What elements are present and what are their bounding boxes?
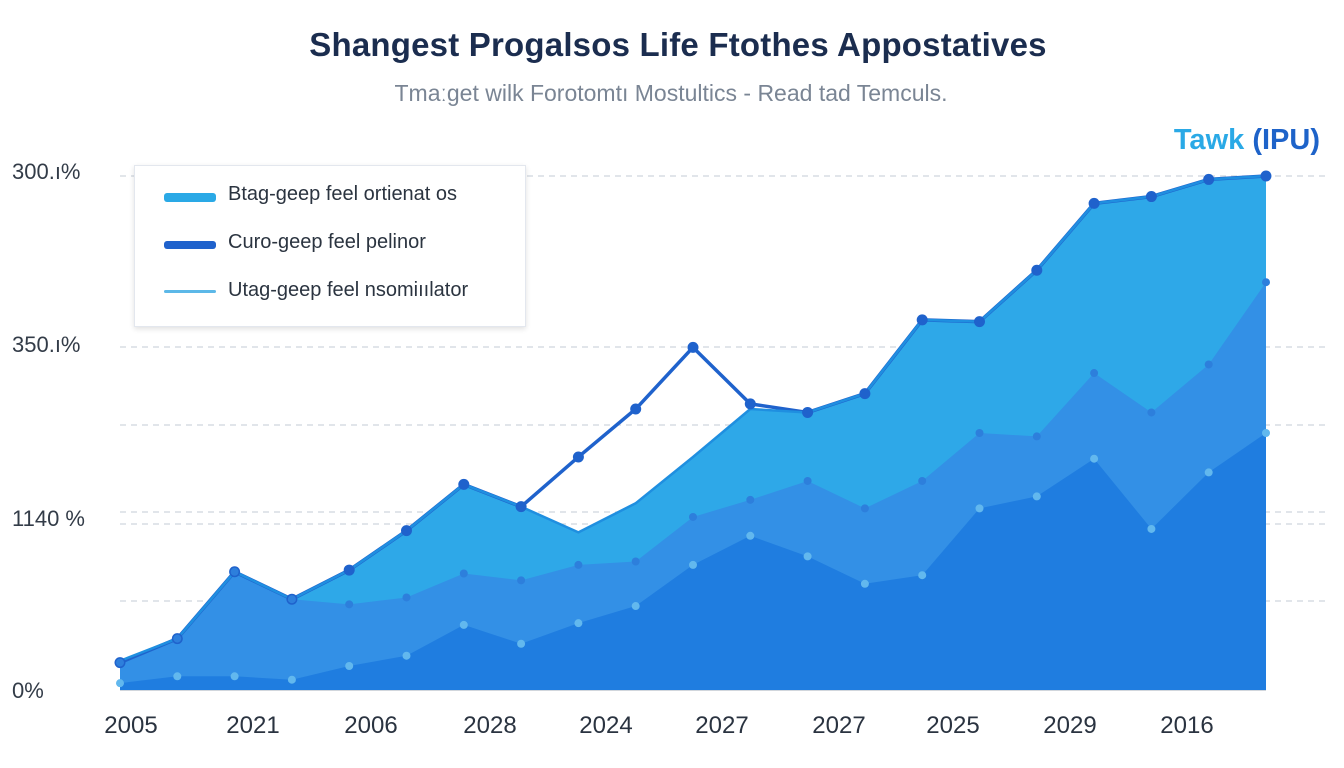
legend: Btag-geep feel ortienat os Curo-geep fee… (134, 165, 526, 327)
highlight-point-19 (1145, 191, 1157, 203)
series-3-point-13 (803, 552, 812, 561)
y-axis: 0% 1140 % 350.ı% 300.ı% (12, 159, 85, 703)
series-points (114, 170, 1272, 688)
unit-label: Tawk (IPU) (1174, 124, 1320, 157)
series-3-point-2 (173, 672, 182, 681)
legend-swatch-1 (164, 193, 216, 202)
highlight-point-10 (630, 403, 642, 415)
series-3-point-18 (1090, 454, 1099, 463)
highlight-point-16 (974, 316, 985, 328)
series-3-point-10 (631, 602, 640, 611)
legend-swatch-2 (164, 241, 216, 249)
legend-item-3: Utag-geep feel nsomiıılator (135, 276, 525, 306)
x-axis: 2005 2021 2006 2028 2024 2027 2027 2025 2029 2016 (104, 712, 1213, 739)
x-tick-label-1: 2005 (104, 712, 157, 739)
series-3-point-21 (1262, 429, 1270, 437)
series-3-point-15 (918, 571, 927, 580)
series-2-point-20 (1204, 360, 1213, 369)
highlight-point-21 (1260, 170, 1272, 182)
series-2-point-8 (517, 576, 526, 585)
series-3-point-6 (402, 651, 411, 660)
legend-label-3: Utag-geep feel nsomiıılator (228, 279, 469, 301)
highlight-point-9 (572, 451, 584, 463)
legend-label-1: Btag-geep feel ortienat os (228, 183, 458, 205)
series-2-point-3 (230, 567, 239, 576)
unit-label-text: Tawk (1173, 124, 1245, 156)
series-3-point-7 (459, 620, 468, 629)
highlight-point-12 (744, 398, 756, 410)
chart-subtitle: Tmaːget wilk Forotomtı Mostultics - Read… (394, 80, 948, 106)
highlight-point-7 (458, 478, 470, 490)
series-2-point-11 (689, 512, 697, 521)
chart-title: Shangest Progalsos Life Ftothes Appostat… (309, 26, 1047, 63)
y-tick-label-3: 350.ı% (12, 332, 81, 357)
x-tick-label-8: 2025 (926, 712, 979, 739)
series-3-point-14 (860, 579, 869, 588)
series-2-point-7 (459, 569, 468, 578)
series-3-point-20 (1204, 468, 1213, 477)
highlight-point-18 (1088, 197, 1100, 209)
series-2-point-2 (173, 634, 182, 643)
legend-item-1: Btag-geep feel ortienat os (135, 180, 525, 210)
series-3-point-19 (1147, 524, 1156, 533)
legend-item-2: Curo-geep feel pelinor (135, 228, 525, 258)
x-tick-label-7: 2027 (812, 712, 865, 739)
unit-label-paren: (IPU) (1252, 124, 1320, 156)
series-2-point-13 (803, 476, 812, 485)
series-3-point-4 (287, 675, 296, 684)
series-2-point-16 (975, 429, 984, 437)
series-2-point-6 (402, 593, 411, 602)
legend-label-2: Curo-geep feel pelinor (228, 231, 426, 253)
series-2-point-18 (1090, 369, 1099, 378)
series-2-point-19 (1147, 408, 1156, 417)
highlight-point-8 (515, 501, 527, 513)
series-2-point-15 (918, 476, 927, 485)
series-3-point-17 (1032, 492, 1041, 501)
series-3-point-12 (746, 531, 755, 540)
x-tick-label-3: 2006 (344, 712, 397, 739)
series-2-point-10 (631, 557, 640, 566)
highlight-point-6 (401, 525, 412, 537)
legend-swatch-3 (164, 290, 216, 293)
series-2-point-9 (574, 560, 583, 569)
y-tick-label-2: 1140 % (12, 506, 85, 531)
highlight-point-13 (802, 406, 814, 418)
highlight-point-15 (916, 314, 928, 326)
series-2-point-17 (1032, 432, 1041, 441)
y-tick-label-1: 0% (12, 678, 44, 703)
x-tick-label-5: 2024 (579, 712, 632, 739)
series-2-point-5 (345, 600, 354, 609)
x-tick-label-2: 2021 (226, 712, 279, 739)
series-3-point-5 (345, 662, 354, 671)
series-areas (120, 176, 1266, 690)
highlight-point-14 (859, 388, 871, 400)
top-series-line (119, 174, 1267, 663)
series-3-point-11 (689, 560, 697, 569)
x-tick-label-10: 2016 (1160, 712, 1213, 739)
series-3-point-9 (574, 619, 583, 628)
highlight-point-17 (1031, 264, 1043, 276)
x-tick-label-9: 2029 (1043, 712, 1096, 739)
area-series-3 (120, 433, 1266, 690)
series-2-point-14 (860, 504, 869, 513)
series-3-point-16 (975, 504, 984, 513)
y-tick-label-4: 300.ı% (12, 159, 81, 184)
series-3-point-3 (230, 672, 239, 681)
highlight-point-5 (343, 564, 355, 576)
series-3-point-1 (116, 679, 124, 688)
series-2-point-21 (1262, 278, 1270, 287)
highlight-point-11 (687, 341, 699, 353)
series-2-point-1 (116, 658, 124, 667)
x-tick-label-4: 2028 (463, 712, 516, 739)
series-2-point-12 (746, 495, 755, 504)
highlight-point-20 (1203, 173, 1215, 185)
series-3-point-8 (517, 639, 526, 648)
x-tick-label-6: 2027 (695, 712, 748, 739)
series-2-point-4 (287, 595, 296, 604)
